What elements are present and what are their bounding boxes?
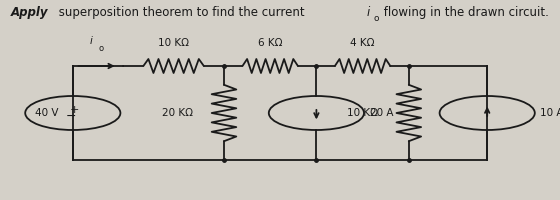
Text: 6 KΩ: 6 KΩ <box>258 38 282 48</box>
Text: +: + <box>70 105 79 115</box>
Text: −: − <box>66 109 76 122</box>
Text: 10 KΩ: 10 KΩ <box>158 38 189 48</box>
Text: 10 KΩ: 10 KΩ <box>347 108 378 118</box>
Text: o: o <box>374 14 379 23</box>
Text: Apply: Apply <box>11 6 49 19</box>
Text: o: o <box>99 44 104 53</box>
Text: 20 KΩ: 20 KΩ <box>162 108 193 118</box>
Text: 4 KΩ: 4 KΩ <box>351 38 375 48</box>
Text: 10 A: 10 A <box>540 108 560 118</box>
Text: 20 A: 20 A <box>370 108 393 118</box>
Text: superposition theorem to find the current: superposition theorem to find the curren… <box>55 6 308 19</box>
Text: i: i <box>367 6 370 19</box>
Text: i: i <box>90 36 92 46</box>
Text: flowing in the drawn circuit.: flowing in the drawn circuit. <box>380 6 549 19</box>
Text: 40 V: 40 V <box>35 108 59 118</box>
